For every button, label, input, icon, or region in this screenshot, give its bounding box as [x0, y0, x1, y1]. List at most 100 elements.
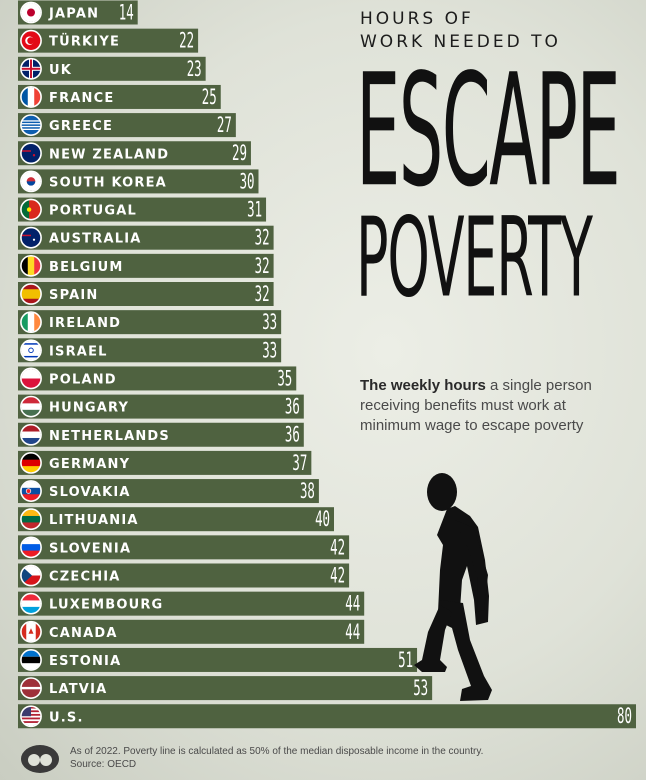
bar-value-label: 32	[255, 255, 270, 279]
bar	[18, 197, 267, 222]
bar-value-label: 36	[285, 423, 300, 447]
bar	[18, 113, 236, 138]
flag-hungary-icon	[20, 395, 42, 418]
bar-value-label: 14	[119, 1, 134, 25]
bar	[18, 338, 282, 363]
bar	[18, 704, 636, 729]
bar-value-label: 44	[345, 592, 360, 616]
title-line-1: HOURS OF	[360, 9, 474, 29]
flag-belgium-icon	[20, 254, 42, 277]
visual-capitalist-logo-icon	[21, 745, 59, 773]
flag-luxembourg-icon	[20, 592, 42, 615]
bar-category-label: LITHUANIA	[49, 513, 139, 528]
bar-category-label: LATVIA	[49, 682, 107, 697]
bar-row: LUXEMBOURG 44	[18, 591, 365, 617]
bar-value-label: 36	[285, 395, 300, 419]
bar	[18, 563, 350, 588]
bar-row: GERMANY 37	[18, 450, 312, 476]
footer: As of 2022. Poverty line is calculated a…	[70, 745, 630, 771]
bar	[18, 169, 259, 194]
bar-row: UK 23	[18, 56, 206, 82]
bar-category-label: AUSTRALIA	[49, 232, 142, 247]
bar	[18, 56, 206, 81]
bars-group: JAPAN 14 TÜRKIYE 22 UK 23 FRANCE 25 GREECE 27 NEW …	[18, 0, 636, 729]
subtitle-bold: The weekly hours	[360, 377, 486, 394]
title-poverty: POVERTY	[356, 193, 593, 322]
flag-turkiye-icon	[20, 29, 42, 52]
flag-israel-icon	[20, 339, 42, 362]
flag-latvia-icon	[20, 677, 42, 700]
bar-category-label: GERMANY	[49, 457, 130, 472]
bar-row: ESTONIA 51	[18, 647, 418, 673]
bar-value-label: 44	[345, 621, 360, 645]
flag-ireland-icon	[20, 311, 42, 334]
bar-value-label: 40	[315, 508, 330, 532]
subtitle-rest: a single person receiving benefits must …	[360, 377, 592, 434]
bar-category-label: UK	[49, 63, 72, 78]
bar-value-label: 23	[187, 58, 202, 82]
bar-value-label: 33	[262, 311, 277, 335]
bar	[18, 84, 221, 109]
bar-category-label: SPAIN	[49, 288, 98, 303]
bar-value-label: 35	[277, 367, 292, 391]
flag-greece-icon	[20, 114, 42, 137]
bar	[18, 507, 334, 532]
bar-row: SPAIN 32	[18, 282, 274, 307]
bar-category-label: TÜRKIYE	[49, 34, 120, 50]
bar-category-label: NEW ZEALAND	[49, 147, 169, 162]
bar-category-label: POLAND	[49, 372, 117, 387]
bar-row: NETHERLANDS 36	[18, 422, 304, 448]
bar	[18, 366, 297, 391]
bar-value-label: 22	[179, 29, 194, 53]
bar-value-label: 53	[413, 677, 428, 701]
bar-row: LITHUANIA 40	[18, 507, 334, 532]
bar	[18, 253, 274, 278]
bar-row: SLOVENIA 42	[18, 535, 350, 560]
bar-row: NEW ZEALAND 29	[18, 141, 251, 166]
bar-row: POLAND 35	[18, 366, 297, 392]
bar-value-label: 42	[330, 564, 345, 588]
flag-us-icon	[20, 705, 42, 728]
bar	[18, 535, 350, 560]
bar-category-label: SOUTH KOREA	[49, 175, 167, 190]
bar-category-label: BELGIUM	[49, 260, 123, 275]
bar-category-label: IRELAND	[49, 316, 121, 331]
flag-estonia-icon	[20, 649, 42, 671]
bar-category-label: CZECHIA	[49, 570, 121, 585]
bar-category-label: SLOVENIA	[49, 541, 131, 556]
subtitle: The weekly hours a single person receivi…	[360, 376, 630, 436]
bar-value-label: 29	[232, 142, 247, 166]
bar-category-label: ISRAEL	[49, 344, 108, 359]
bar-value-label: 32	[255, 226, 270, 250]
bar-category-label: ESTONIA	[49, 654, 121, 669]
bar	[18, 28, 199, 53]
flag-slovakia-icon	[20, 480, 42, 502]
flag-canada-icon	[20, 620, 42, 643]
flag-lithuania-icon	[20, 508, 42, 531]
footer-note: As of 2022. Poverty line is calculated a…	[70, 746, 484, 757]
flag-portugal-icon	[20, 198, 42, 221]
bar-category-label: LUXEMBOURG	[49, 598, 163, 613]
bar	[18, 310, 282, 335]
bar-row: CANADA 44	[18, 619, 365, 645]
bar-row: ISRAEL 33	[18, 338, 282, 363]
walking-man-figure	[414, 473, 492, 701]
bar-row: U.S. 80	[18, 704, 636, 729]
bar	[18, 225, 274, 250]
bar-row: BELGIUM 32	[18, 253, 274, 279]
bar-row: TÜRKIYE 22	[18, 28, 199, 54]
flag-czechia-icon	[20, 564, 42, 587]
flag-uk-icon	[20, 57, 42, 80]
flag-australia-icon	[20, 226, 42, 249]
bar-category-label: CANADA	[49, 626, 118, 641]
flag-spain-icon	[20, 283, 42, 305]
bar-row: HUNGARY 36	[18, 394, 304, 420]
bar-row: IRELAND 33	[18, 310, 282, 335]
bar-value-label: 33	[262, 339, 277, 363]
bar-value-label: 51	[398, 649, 413, 673]
bar-value-label: 31	[247, 198, 262, 222]
bar-value-label: 25	[202, 86, 217, 110]
flag-germany-icon	[20, 451, 42, 474]
flag-japan-icon	[20, 1, 42, 24]
